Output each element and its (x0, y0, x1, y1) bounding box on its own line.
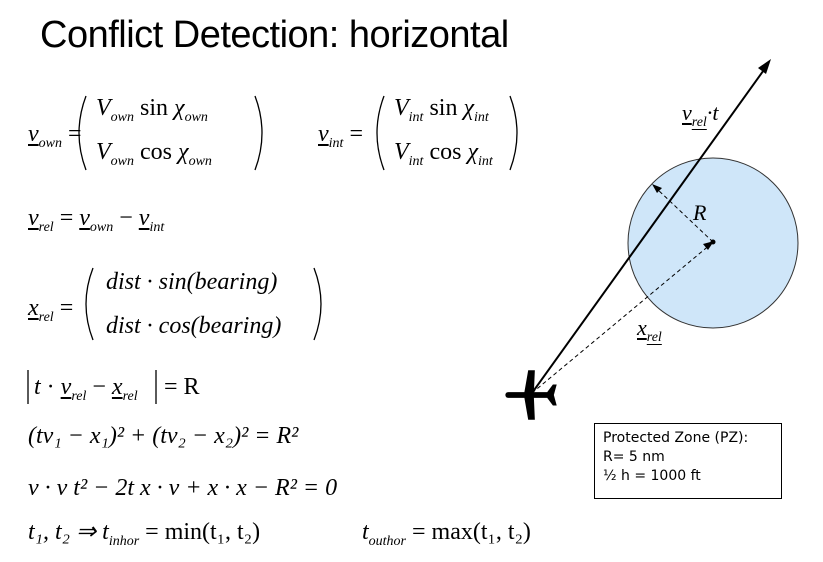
radius-label: R (693, 200, 707, 225)
pz-half-height: ½ h = 1000 ft (603, 468, 701, 484)
components-equation: (tv₁ − x₁)² + (tv₂ − x₂)² = R² (28, 423, 299, 449)
protected-zone-box: Protected Zone (PZ): R= 5 nm ½ h = 1000 … (594, 423, 782, 499)
xrel-arrow (531, 243, 712, 394)
quadratic-equation: v · v t² − 2t x · v + x · x − R² = 0 (28, 475, 338, 501)
slide-title: Conflict Detection: horizontal (40, 14, 509, 56)
abs-value-equation: t · vrel − xrel (34, 374, 138, 404)
pz-radius: R= 5 nm (603, 449, 665, 465)
x-rel-row1: dist · sin(bearing) (106, 269, 278, 295)
radius-arrow (655, 187, 714, 243)
pz-title: Protected Zone (PZ): (603, 430, 749, 446)
airplane-icon (505, 370, 557, 420)
v-int-row2: Vint cos χint (394, 139, 493, 169)
x-rel-row2: dist · cos(bearing) (106, 313, 282, 339)
v-int-row1: Vint sin χint (394, 95, 489, 125)
x-rel-lhs: xrel = (28, 295, 74, 325)
v-int-lhs: vint = (318, 121, 363, 151)
v-own-row2: Vown cos χown (96, 139, 212, 169)
solution-inhor: t₁, t₂ ⇒ tinhor = min(t₁, t₂) (28, 519, 261, 549)
xrel-label: xrel (637, 315, 662, 345)
v-own-lhs: vown = (28, 121, 82, 151)
v-own-row1: Vown sin χown (96, 95, 208, 125)
vrel-t-arrow (531, 66, 767, 394)
solution-outhor: touthor = max(t₁, t₂) (362, 519, 531, 549)
abs-value-rhs: = R (164, 374, 200, 400)
v-rel-equation: vrel = vown − vint (28, 205, 165, 235)
vrel-t-label: vrel·t (682, 100, 719, 130)
